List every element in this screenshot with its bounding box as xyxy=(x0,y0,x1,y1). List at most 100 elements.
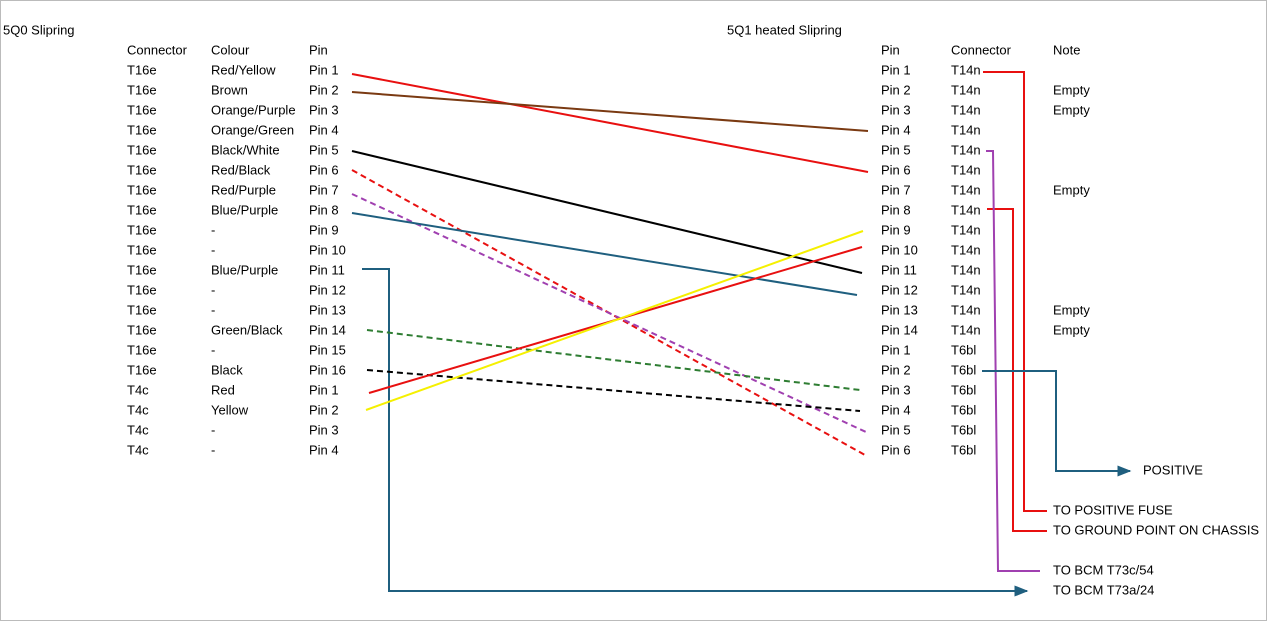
cell: T16e xyxy=(127,62,157,77)
cell: Blue/Purple xyxy=(211,262,278,277)
cell: - xyxy=(211,242,215,257)
cell: - xyxy=(211,442,215,457)
cell: Orange/Purple xyxy=(211,102,296,117)
cell: Pin 4 xyxy=(881,122,911,137)
cell: T16e xyxy=(127,222,157,237)
cell: T16e xyxy=(127,242,157,257)
cell: Pin 11 xyxy=(881,262,917,277)
cell: Pin 7 xyxy=(881,182,911,197)
cell: Pin 1 xyxy=(881,62,911,77)
cell: - xyxy=(211,422,215,437)
cell: T14n xyxy=(951,142,981,157)
cell: Pin 8 xyxy=(309,202,339,217)
cell: Orange/Green xyxy=(211,122,294,137)
cell: Pin 8 xyxy=(881,202,911,217)
cell: - xyxy=(211,282,215,297)
label: TO BCM T73c/54 xyxy=(1053,562,1154,577)
left-title: 5Q0 Slipring xyxy=(3,22,75,37)
cell: T6bl xyxy=(951,342,976,357)
wires xyxy=(351,71,1132,597)
cell: T14n xyxy=(951,82,981,97)
cell: Pin 12 xyxy=(309,282,346,297)
cell: T6bl xyxy=(951,422,976,437)
right-title: 5Q1 heated Slipring xyxy=(727,22,842,37)
cell: Pin 10 xyxy=(309,242,346,257)
cell: T16e xyxy=(127,342,157,357)
cell: Empty xyxy=(1053,322,1090,337)
cell: - xyxy=(211,302,215,317)
column-header: Colour xyxy=(211,42,250,57)
cell: Red/Black xyxy=(211,162,271,177)
cell: T14n xyxy=(951,102,981,117)
cell: Pin 7 xyxy=(309,182,339,197)
cell: Pin 3 xyxy=(309,422,339,437)
cell: T14n xyxy=(951,242,981,257)
cell: T4c xyxy=(127,422,149,437)
cell: T14n xyxy=(951,202,981,217)
cell: T6bl xyxy=(951,402,976,417)
cell: T14n xyxy=(951,182,981,197)
cell: Empty xyxy=(1053,302,1090,317)
cell: T6bl xyxy=(951,382,976,397)
label: TO GROUND POINT ON CHASSIS xyxy=(1053,522,1259,537)
cell: T16e xyxy=(127,262,157,277)
cell: T4c xyxy=(127,382,149,397)
cell: Pin 2 xyxy=(309,402,339,417)
cell: T16e xyxy=(127,282,157,297)
cell: T16e xyxy=(127,82,157,97)
cell: Red/Purple xyxy=(211,182,276,197)
cell: T4c xyxy=(127,442,149,457)
cell: Pin 6 xyxy=(309,162,339,177)
cell: Pin 11 xyxy=(309,262,345,277)
cell: Pin 4 xyxy=(881,402,911,417)
cell: Pin 1 xyxy=(309,62,339,77)
cell: T14n xyxy=(951,282,981,297)
cell: Blue/Purple xyxy=(211,202,278,217)
cell: Pin 12 xyxy=(881,282,918,297)
cell: T14n xyxy=(951,122,981,137)
cell: T16e xyxy=(127,322,157,337)
cell: T14n xyxy=(951,222,981,237)
cell: Brown xyxy=(211,82,248,97)
cell: Pin 1 xyxy=(881,342,911,357)
cell: Pin 4 xyxy=(309,122,339,137)
cell: Pin 2 xyxy=(881,82,911,97)
cell: Green/Black xyxy=(211,322,283,337)
label: TO POSITIVE FUSE xyxy=(1053,502,1173,517)
column-header: Note xyxy=(1053,42,1080,57)
cell: T16e xyxy=(127,142,157,157)
cell: Pin 4 xyxy=(309,442,339,457)
cell: Pin 10 xyxy=(881,242,918,257)
label: TO BCM T73a/24 xyxy=(1053,582,1154,597)
cell: - xyxy=(211,222,215,237)
cell: Pin 5 xyxy=(881,142,911,157)
cell: Pin 2 xyxy=(881,362,911,377)
cell: T14n xyxy=(951,62,981,77)
cell: Pin 13 xyxy=(881,302,918,317)
cell: T4c xyxy=(127,402,149,417)
cell: Pin 3 xyxy=(309,102,339,117)
cell: Pin 3 xyxy=(881,382,911,397)
cell: Pin 5 xyxy=(309,142,339,157)
cell: T14n xyxy=(951,322,981,337)
cell: Pin 13 xyxy=(309,302,346,317)
cell: Black xyxy=(211,362,243,377)
cell: Pin 9 xyxy=(309,222,339,237)
cell: T14n xyxy=(951,302,981,317)
cell: Pin 15 xyxy=(309,342,346,357)
cell: Red/Yellow xyxy=(211,62,276,77)
cell: T16e xyxy=(127,202,157,217)
cell: T16e xyxy=(127,122,157,137)
cell: T16e xyxy=(127,362,157,377)
cell: T16e xyxy=(127,182,157,197)
cell: T14n xyxy=(951,162,981,177)
cell: T6bl xyxy=(951,442,976,457)
cell: Empty xyxy=(1053,82,1090,97)
cell: T16e xyxy=(127,302,157,317)
cell: T14n xyxy=(951,262,981,277)
cell: - xyxy=(211,342,215,357)
cell: Pin 16 xyxy=(309,362,346,377)
cell: Pin 14 xyxy=(881,322,918,337)
column-header: Pin xyxy=(309,42,328,57)
